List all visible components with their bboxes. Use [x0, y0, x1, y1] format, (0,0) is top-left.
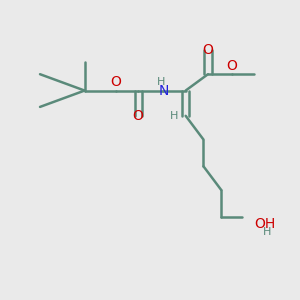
- Text: O: O: [110, 75, 121, 89]
- Text: OH: OH: [254, 217, 275, 231]
- Text: H: H: [169, 111, 178, 121]
- Text: H: H: [263, 227, 272, 237]
- Text: O: O: [226, 59, 237, 73]
- Text: N: N: [158, 84, 169, 98]
- Text: H: H: [157, 77, 166, 87]
- Text: O: O: [133, 109, 143, 123]
- Text: O: O: [202, 44, 213, 57]
